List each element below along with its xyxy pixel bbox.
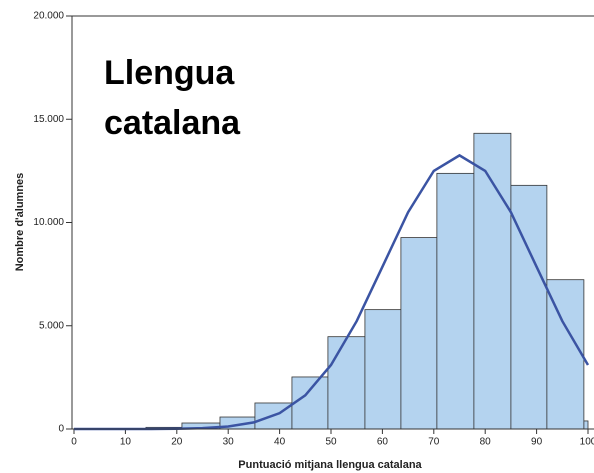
x-tick-label: 80: [480, 437, 492, 448]
bar: [436, 172, 475, 430]
y-tick-label: 5.000: [39, 320, 64, 331]
x-tick-label: 30: [223, 437, 235, 448]
bar: [291, 376, 329, 430]
x-tick-label: 90: [531, 437, 543, 448]
x-tick-label: 60: [377, 437, 389, 448]
y-tick-label: 20.000: [33, 11, 64, 22]
y-tick-label: 0: [58, 424, 64, 435]
y-tick-label: 15.000: [33, 114, 64, 125]
bar: [583, 420, 589, 430]
x-tick-label: 0: [71, 437, 77, 448]
bar: [473, 132, 512, 430]
x-tick-label: 70: [428, 437, 440, 448]
bar: [400, 237, 438, 430]
x-tick-label: 50: [325, 437, 337, 448]
bar: [364, 309, 402, 430]
x-tick-label: 20: [171, 437, 183, 448]
chart-title: Llengua catalana: [104, 54, 241, 142]
x-tick-label: 100: [580, 437, 594, 448]
x-tick-label: 40: [274, 437, 286, 448]
y-tick-label: 10.000: [33, 217, 64, 228]
y-axis-label: Nombre d'alumnes: [14, 173, 26, 272]
x-axis-label: Puntuació mitjana llengua catalana: [238, 459, 422, 471]
x-tick-label: 10: [120, 437, 132, 448]
bar: [327, 336, 366, 430]
